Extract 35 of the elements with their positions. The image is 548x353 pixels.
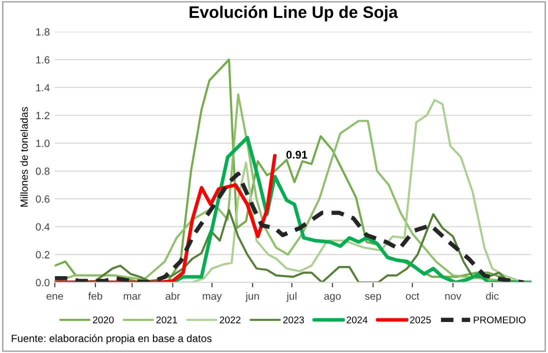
y-tick-label: 0.4 [36,223,50,231]
x-tick-label: ene [46,294,64,300]
legend-label: PROMEDIO [474,316,526,324]
y-tick-label: 0.0 [36,278,50,286]
y-tick-label: 1.2 [36,112,50,120]
y-tick-label: 0.6 [36,195,50,203]
x-tick-label: sep [364,294,382,302]
legend-label: 2020 [92,316,114,324]
x-tick-label: jul [286,292,296,302]
x-tick-label: may [202,294,222,302]
x-tick-label: ago [324,294,341,302]
legend-label: 2025 [410,316,431,324]
y-tick-label: 1.4 [36,84,50,92]
x-tick-label: jun [245,292,259,302]
y-tick-label: 0.8 [36,168,50,175]
x-tick-label: abr [166,292,180,300]
x-tick-label: oct [406,292,420,300]
y-axis-title: Millones de toneladas [20,107,28,207]
x-tick-label: feb [88,292,102,300]
source-note: Fuente: elaboración propia en base a datos [12,334,212,344]
line-series [54,172,526,282]
x-tick-label: nov [445,294,462,300]
y-tick-label: 1.6 [36,56,50,64]
y-tick-label: 1.0 [36,140,50,148]
line-series [54,154,277,282]
legend-label: 2021 [156,316,178,324]
legend-label: 2024 [346,316,368,324]
y-tick-label: 0.2 [36,251,50,258]
legend-label: 2022 [220,316,240,324]
chart-title: Evolución Line Up de Soja [190,6,398,22]
annotation: 0.91 [286,150,308,159]
y-tick-label: 1.8 [36,28,50,36]
x-tick-label: dic [486,292,499,300]
legend-label: 2023 [283,316,304,324]
x-tick-label: mar [124,294,141,300]
